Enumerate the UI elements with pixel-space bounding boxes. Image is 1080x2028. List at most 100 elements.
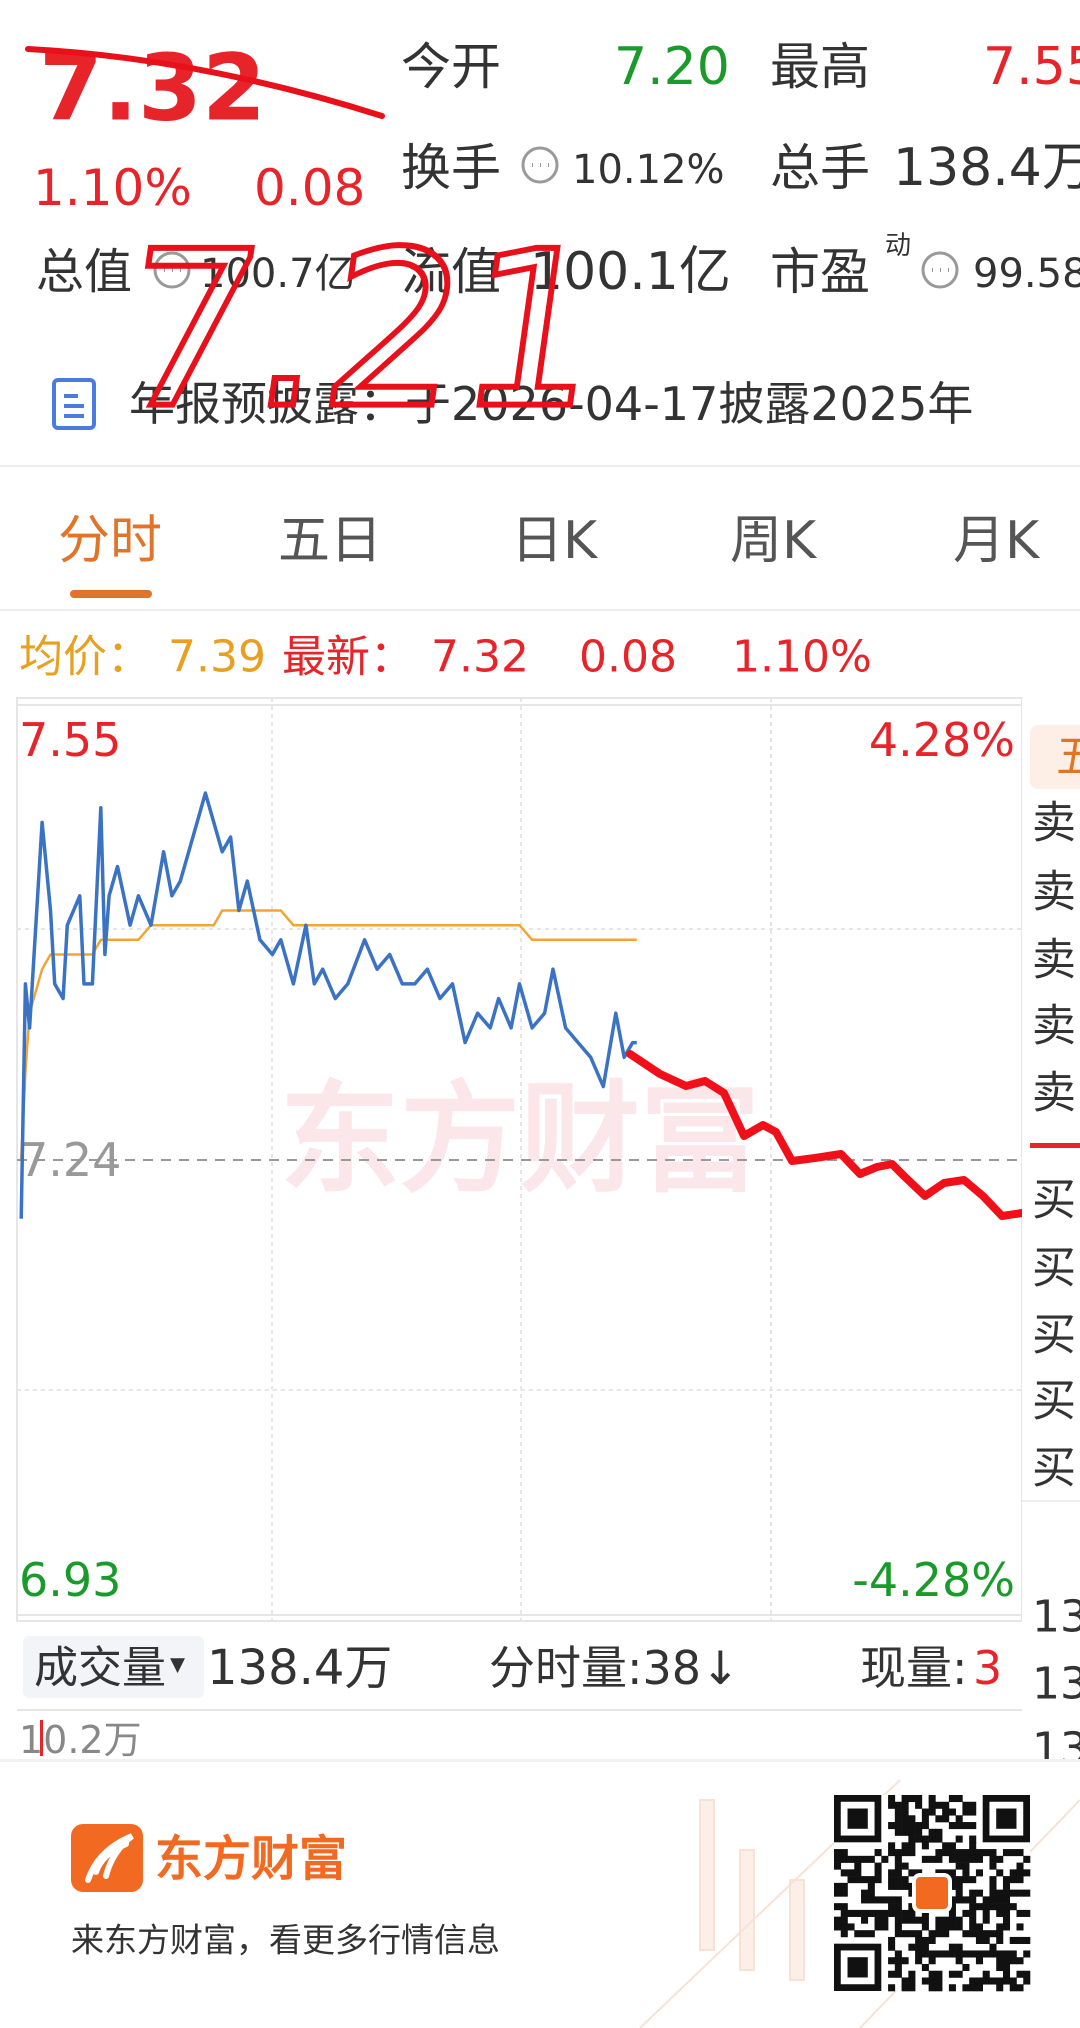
qr-cell — [962, 1862, 970, 1870]
qr-cell — [975, 1930, 983, 1938]
tab[interactable]: 日K — [511, 511, 599, 571]
qr-cell — [854, 1869, 862, 1877]
qr-cell — [921, 1943, 929, 1951]
qr-cell — [948, 1795, 956, 1803]
qr-cell — [894, 1855, 902, 1863]
info-icon[interactable] — [153, 251, 191, 289]
qr-cell — [840, 1903, 848, 1911]
notice-icon — [52, 378, 96, 430]
qr-cell — [888, 1936, 896, 1944]
series-line — [19, 791, 637, 1219]
qr-cell — [1002, 1923, 1011, 1931]
qr-cell — [962, 1855, 970, 1863]
latest: 7.32 — [431, 632, 529, 683]
qr-cell — [948, 1896, 956, 1904]
notice[interactable]: 年报预披露：于2026-04-17披露2025年 — [129, 377, 973, 431]
qr-cell — [867, 1896, 875, 1904]
qr-cell — [840, 1882, 848, 1890]
qr-cell — [975, 1855, 983, 1863]
qr-cell — [847, 1876, 855, 1884]
qr-cell — [901, 1815, 909, 1823]
qr-cell — [1023, 1889, 1031, 1897]
tab[interactable]: 五日 — [278, 511, 382, 571]
qr-cell — [948, 1876, 956, 1884]
tab[interactable]: 月K — [953, 511, 1041, 571]
qr-cell — [1023, 1977, 1031, 1985]
qr-cell — [1002, 1916, 1011, 1924]
tab[interactable]: 周K — [730, 511, 818, 571]
qr-cell — [1023, 1950, 1031, 1958]
qr-cell — [1009, 1889, 1017, 1897]
qr-cell — [834, 1889, 842, 1897]
volume-selector[interactable] — [23, 1636, 204, 1698]
qr-code[interactable] — [834, 1794, 1031, 1992]
qr-cell — [1009, 1869, 1017, 1877]
info-icon[interactable] — [521, 146, 559, 184]
qr-cell — [915, 1822, 923, 1830]
qr-cell — [921, 1855, 929, 1863]
qr-cell — [928, 1801, 936, 1809]
volume-label[interactable]: 成交量 — [34, 1643, 166, 1694]
qr-cell — [955, 1896, 963, 1904]
qr-cell — [908, 1889, 916, 1897]
qr-cell — [969, 1889, 977, 1897]
qr-cell — [908, 1822, 916, 1830]
info-icon[interactable] — [921, 251, 959, 289]
qr-cell — [908, 1795, 916, 1803]
qr-cell — [861, 1876, 869, 1884]
qr-cell — [1016, 1889, 1024, 1897]
qr-cell — [975, 1903, 983, 1911]
qr-cell — [996, 1923, 1004, 1931]
qr-cell — [861, 1889, 869, 1897]
sidebar-tab[interactable]: 五 — [1056, 732, 1080, 783]
qr-cell — [1009, 1903, 1017, 1911]
qr-cell — [989, 1882, 997, 1890]
qr-cell — [894, 1828, 902, 1836]
qr-cell — [1009, 1977, 1017, 1985]
qr-cell — [928, 1828, 936, 1836]
y2-tick-label: -4.28% — [852, 1553, 1015, 1607]
qr-cell — [996, 1930, 1004, 1938]
change: 0.08 — [579, 632, 677, 683]
qr-cell — [901, 1876, 909, 1884]
qr-cell — [881, 1909, 889, 1917]
qr-cell — [888, 1801, 896, 1809]
qr-cell — [921, 1835, 929, 1843]
qr-cell — [935, 1869, 943, 1877]
qr-cell — [888, 1876, 896, 1884]
qr-cell — [915, 1950, 923, 1958]
divider — [0, 465, 1080, 467]
dropdown-arrow[interactable]: ▾ — [170, 1647, 185, 1682]
qr-cell — [989, 1876, 997, 1884]
qr-cell — [908, 1869, 916, 1877]
qr-cell — [942, 1808, 950, 1816]
qr-cell — [942, 1916, 950, 1924]
qr-cell — [935, 1984, 943, 1992]
qr-cell — [915, 1835, 923, 1843]
qr-cell — [948, 1882, 956, 1890]
brand: 东方财富 — [155, 1831, 347, 1887]
qr-cell — [901, 1822, 909, 1830]
qr-cell — [955, 1855, 963, 1863]
qr-cell — [1002, 1903, 1011, 1911]
qr-cell — [861, 1930, 869, 1938]
qr-cell — [834, 1849, 842, 1857]
qr-cell — [1009, 1957, 1017, 1965]
high: 7.55 — [983, 37, 1080, 97]
qr-cell — [969, 1896, 977, 1904]
qr-cell — [888, 1903, 896, 1911]
sidebar — [1022, 698, 1080, 1758]
qr-cell — [874, 1876, 882, 1884]
qr-cell — [962, 1896, 970, 1904]
qr-cell — [975, 1984, 983, 1992]
qr-cell — [908, 1815, 916, 1823]
qr-cell — [901, 1977, 909, 1985]
qr-cell — [1002, 1882, 1011, 1890]
qr-finder — [847, 1808, 868, 1829]
qr-finder — [847, 1957, 868, 1978]
qr-cell — [962, 1869, 970, 1877]
qr-cell — [969, 1930, 977, 1938]
qr-cell — [975, 1889, 983, 1897]
tab[interactable]: 分时 — [58, 511, 162, 571]
qr-cell — [888, 1943, 896, 1951]
